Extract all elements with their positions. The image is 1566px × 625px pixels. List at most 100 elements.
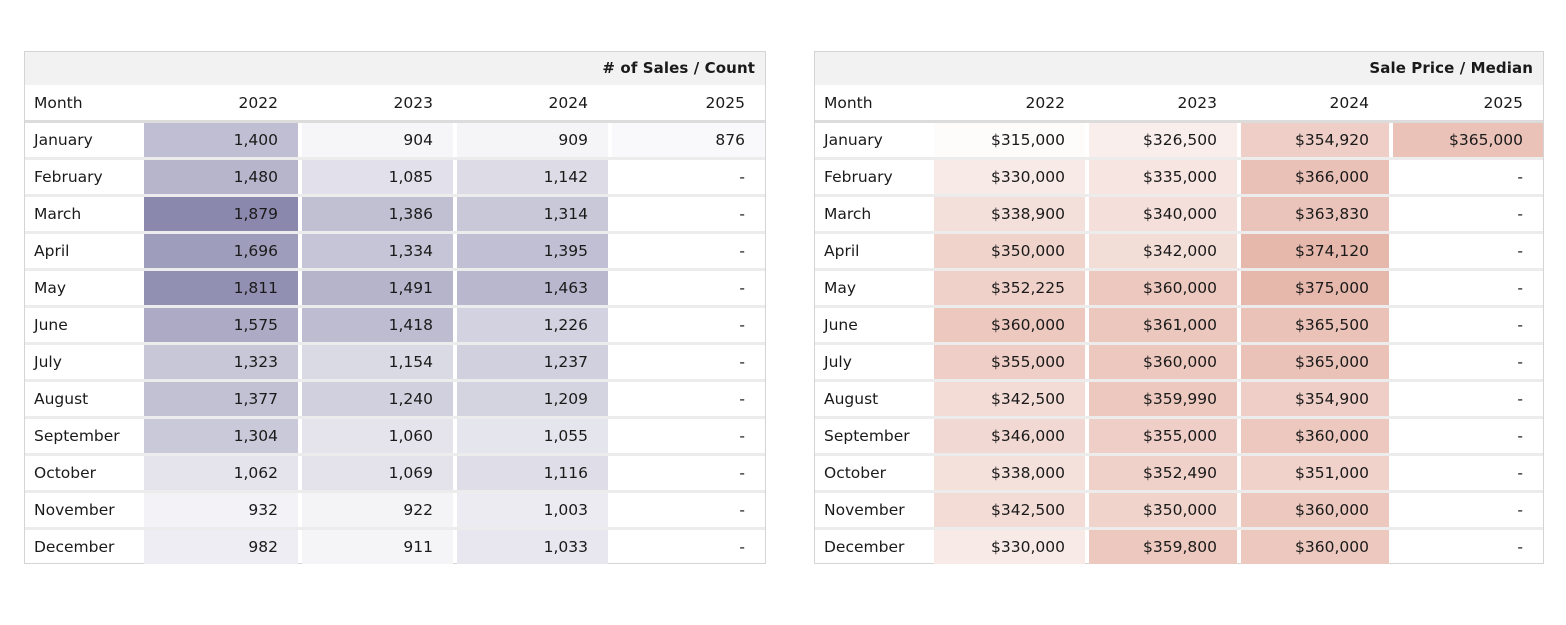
sales-count-table: Month 2022 2023 2024 2025 January 1,400 904 909… [25, 85, 765, 564]
sales-value-cell: 1,033 [457, 528, 608, 564]
price-year-header: 2023 [1089, 85, 1237, 123]
sales-row: July 1,323 1,154 1,237- [25, 343, 765, 382]
price-value-cell: $374,120 [1241, 232, 1389, 271]
sales-month-cell: October [25, 454, 144, 493]
price-value-cell: $359,800 [1089, 528, 1237, 564]
price-row: November $342,500 $350,000 $360,000- [815, 491, 1543, 530]
price-value-cell: $338,900 [934, 195, 1085, 234]
price-month-cell: October [815, 454, 934, 493]
sales-value-cell: 1,304 [144, 417, 298, 456]
price-month-cell: March [815, 195, 934, 234]
sales-month-cell: February [25, 158, 144, 197]
sales-value-cell: - [612, 158, 765, 197]
sales-value-cell: 1,003 [457, 491, 608, 530]
price-header-row: Month 2022 2023 2024 2025 [815, 85, 1543, 123]
price-value-cell: - [1393, 158, 1543, 197]
sales-row: March 1,879 1,386 1,314- [25, 195, 765, 234]
price-value-cell: $365,000 [1393, 121, 1543, 160]
price-value-cell: $359,990 [1089, 380, 1237, 419]
sales-value-cell: 1,085 [302, 158, 453, 197]
sales-year-header: 2025 [612, 85, 765, 123]
price-value-cell: - [1393, 343, 1543, 382]
price-value-cell: $360,000 [1089, 269, 1237, 308]
price-year-header: 2025 [1393, 85, 1543, 123]
sales-value-cell: - [612, 306, 765, 345]
sales-month-cell: March [25, 195, 144, 234]
price-row: February $330,000 $335,000 $366,000- [815, 158, 1543, 197]
price-row: September $346,000 $355,000 $360,000- [815, 417, 1543, 456]
sales-year-header: 2022 [144, 85, 298, 123]
price-value-cell: $360,000 [1241, 417, 1389, 456]
sales-value-cell: - [612, 195, 765, 234]
price-value-cell: $360,000 [1089, 343, 1237, 382]
sales-count-table-panel: # of Sales / Count Month 2022 2023 2024 2025… [24, 51, 766, 564]
price-value-cell: - [1393, 491, 1543, 530]
sales-value-cell: 1,314 [457, 195, 608, 234]
sales-value-cell: 1,480 [144, 158, 298, 197]
sales-value-cell: 1,060 [302, 417, 453, 456]
price-value-cell: $346,000 [934, 417, 1085, 456]
sales-row: June 1,575 1,418 1,226- [25, 306, 765, 345]
price-month-cell: December [824, 538, 905, 556]
sales-row: May 1,811 1,491 1,463- [25, 269, 765, 308]
price-month-cell: January [815, 121, 934, 160]
sales-value-cell: 1,463 [457, 269, 608, 308]
sales-year-header: 2024 [457, 85, 608, 123]
sales-value-cell: 1,334 [302, 232, 453, 271]
sales-value-cell: 1,323 [144, 343, 298, 382]
price-value-cell: $365,000 [1241, 343, 1389, 382]
sales-value-cell: 1,395 [457, 232, 608, 271]
sales-value-cell: - [612, 380, 765, 419]
sales-year-header: 2023 [302, 85, 453, 123]
sale-price-table: Month 2022 2023 2024 2025 January $315,000 $32… [815, 85, 1543, 564]
sales-value-cell: 1,209 [457, 380, 608, 419]
price-value-cell: $342,500 [934, 380, 1085, 419]
price-value-cell: $340,000 [1089, 195, 1237, 234]
price-value-cell: $361,000 [1089, 306, 1237, 345]
price-value-cell: $338,000 [934, 454, 1085, 493]
price-value-cell: $360,000 [1241, 491, 1389, 530]
sales-month-cell: December [34, 538, 115, 556]
sales-header-row: Month 2022 2023 2024 2025 [25, 85, 765, 123]
sales-value-cell: 1,237 [457, 343, 608, 382]
price-month-header: Month [815, 85, 934, 123]
sales-value-cell: 876 [612, 121, 765, 160]
price-value-cell: $355,000 [934, 343, 1085, 382]
price-value-cell: $352,490 [1089, 454, 1237, 493]
price-value-cell: $354,900 [1241, 380, 1389, 419]
price-month-cell: June [815, 306, 934, 345]
sales-value-cell: - [612, 417, 765, 456]
price-year-header: 2024 [1241, 85, 1389, 123]
sale-price-table-panel: Sale Price / Median Month 2022 2023 2024 202… [814, 51, 1544, 564]
sales-count-table-title: # of Sales / Count [25, 52, 765, 85]
sales-value-cell: 1,055 [457, 417, 608, 456]
price-value-cell: $350,000 [934, 232, 1085, 271]
price-value-cell: $355,000 [1089, 417, 1237, 456]
price-month-cell: August [815, 380, 934, 419]
sales-month-cell: September [25, 417, 144, 456]
price-month-cell: April [815, 232, 934, 271]
sales-value-cell: 922 [302, 491, 453, 530]
sales-row: November 932 922 1,003- [25, 491, 765, 530]
sales-value-cell: - [612, 454, 765, 493]
price-value-cell: - [1393, 380, 1543, 419]
sales-value-cell: - [612, 343, 765, 382]
sales-value-cell: 1,400 [144, 121, 298, 160]
price-row: June $360,000 $361,000 $365,500- [815, 306, 1543, 345]
sales-value-cell: 904 [302, 121, 453, 160]
price-value-cell: $350,000 [1089, 491, 1237, 530]
price-value-cell: $326,500 [1089, 121, 1237, 160]
price-value-cell: $330,000 [934, 158, 1085, 197]
sales-value-cell: 1,377 [144, 380, 298, 419]
sales-row: February 1,480 1,085 1,142- [25, 158, 765, 197]
price-value-cell: $330,000 [934, 528, 1085, 564]
sales-row: December 982 911 1,033 - [25, 528, 765, 564]
price-month-cell: September [815, 417, 934, 456]
price-month-cell: November [815, 491, 934, 530]
sales-value-cell: 1,879 [144, 195, 298, 234]
sales-month-cell: November [25, 491, 144, 530]
price-row: October $338,000 $352,490 $351,000- [815, 454, 1543, 493]
price-value-cell: - [1517, 538, 1523, 556]
sales-value-cell: - [612, 232, 765, 271]
sales-value-cell: - [739, 538, 745, 556]
